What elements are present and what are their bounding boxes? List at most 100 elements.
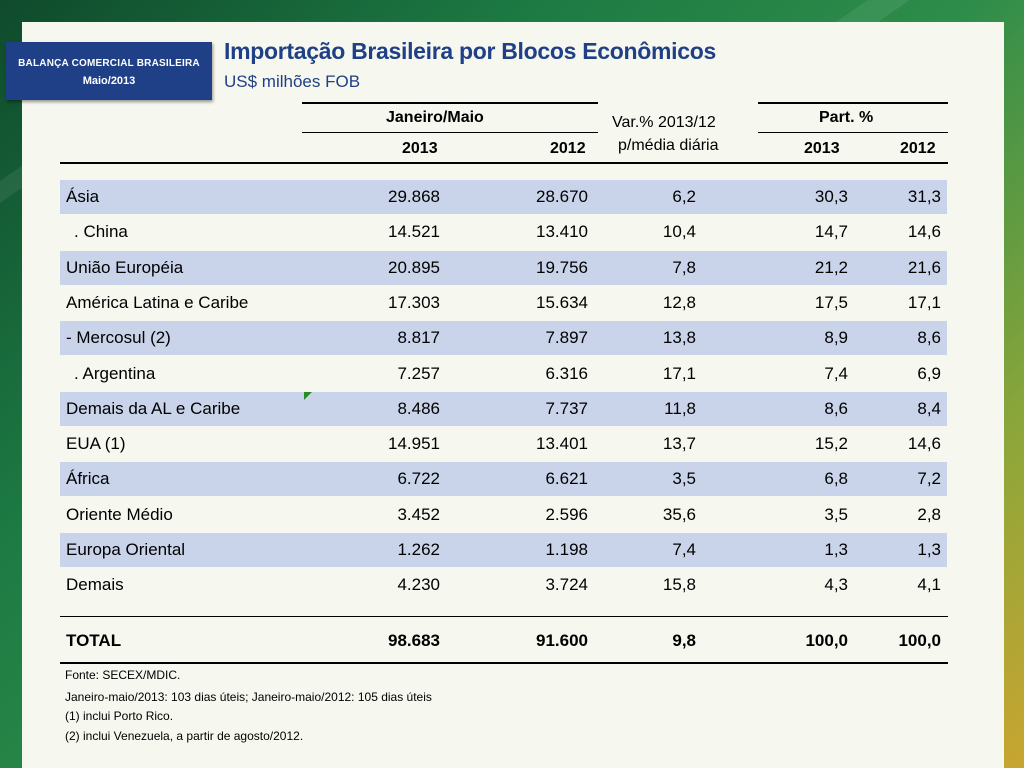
table-row: . China 14.521 13.410 10,4 14,7 14,6 bbox=[60, 215, 947, 249]
row-value-2013: 6.722 bbox=[397, 469, 440, 488]
badge-title: BALANÇA COMERCIAL BRASILEIRA bbox=[18, 58, 200, 69]
row-value-2012: 13.410 bbox=[536, 222, 588, 241]
row-part-2013: 30,3 bbox=[814, 187, 848, 206]
row-var: 3,5 bbox=[672, 469, 696, 488]
header-part-2013: 2013 bbox=[804, 140, 840, 157]
row-part-2013: 4,3 bbox=[824, 575, 848, 594]
row-value-2012: 3.724 bbox=[545, 575, 588, 594]
row-value-2013: 3.452 bbox=[397, 505, 440, 524]
row-label: Demais bbox=[66, 575, 124, 594]
row-value-2013: 17.303 bbox=[388, 293, 440, 312]
row-part-2012: 6,9 bbox=[917, 364, 941, 383]
row-value-2012: 7.737 bbox=[545, 399, 588, 418]
row-value-2012: 28.670 bbox=[536, 187, 588, 206]
page-subtitle: US$ milhões FOB bbox=[224, 72, 361, 91]
header-rule bbox=[758, 102, 948, 104]
row-label: África bbox=[66, 469, 110, 488]
marker-icon bbox=[304, 392, 312, 400]
row-label: . Argentina bbox=[74, 364, 156, 383]
row-label: União Européia bbox=[66, 258, 184, 277]
row-var: 13,7 bbox=[662, 434, 696, 453]
page-title: Importação Brasileira por Blocos Econômi… bbox=[224, 38, 716, 64]
note-days: Janeiro-maio/2013: 103 dias úteis; Janei… bbox=[65, 690, 432, 704]
row-part-2013: 1,3 bbox=[824, 540, 848, 559]
table-row: EUA (1) 14.951 13.401 13,7 15,2 14,6 bbox=[60, 427, 947, 461]
row-label: Ásia bbox=[66, 187, 100, 206]
total-var: 9,8 bbox=[672, 631, 696, 650]
row-label: América Latina e Caribe bbox=[66, 293, 249, 312]
total-rule bbox=[60, 616, 948, 617]
row-part-2012: 1,3 bbox=[917, 540, 941, 559]
row-part-2012: 8,4 bbox=[917, 399, 941, 418]
row-value-2013: 8.486 bbox=[397, 399, 440, 418]
row-var: 17,1 bbox=[662, 364, 696, 383]
table-row: Europa Oriental 1.262 1.198 7,4 1,3 1,3 bbox=[60, 533, 947, 567]
row-value-2012: 13.401 bbox=[536, 434, 588, 453]
note-1: (1) inclui Porto Rico. bbox=[65, 709, 174, 723]
table-row: África 6.722 6.621 3,5 6,8 7,2 bbox=[60, 462, 947, 496]
row-part-2012: 7,2 bbox=[917, 469, 941, 488]
row-part-2012: 31,3 bbox=[907, 187, 941, 206]
row-value-2013: 14.951 bbox=[388, 434, 440, 453]
table-row: Ásia 29.868 28.670 6,2 30,3 31,3 bbox=[60, 180, 947, 214]
row-value-2013: 20.895 bbox=[388, 258, 440, 277]
row-part-2012: 14,6 bbox=[907, 434, 941, 453]
header-rule bbox=[302, 132, 598, 133]
row-var: 10,4 bbox=[662, 222, 696, 241]
total-2012: 91.600 bbox=[536, 631, 588, 650]
row-part-2013: 8,6 bbox=[824, 399, 848, 418]
total-label: TOTAL bbox=[66, 631, 122, 650]
row-value-2013: 8.817 bbox=[397, 328, 440, 347]
header-part: Part. % bbox=[819, 109, 874, 126]
row-label: . China bbox=[74, 222, 128, 241]
table-row: Demais da AL e Caribe 8.486 7.737 11,8 8,6 8,… bbox=[60, 392, 947, 426]
row-label: Europa Oriental bbox=[66, 540, 186, 559]
header-rule bbox=[758, 132, 948, 133]
header-var-line2: p/média diária bbox=[618, 137, 719, 154]
note-source: Fonte: SECEX/MDIC. bbox=[65, 668, 181, 682]
row-part-2013: 14,7 bbox=[814, 222, 848, 241]
note-2: (2) inclui Venezuela, a partir de agosto… bbox=[65, 729, 304, 743]
row-part-2013: 15,2 bbox=[814, 434, 848, 453]
table-row: União Européia 20.895 19.756 7,8 21,2 21,6 bbox=[60, 251, 947, 285]
row-value-2012: 6.316 bbox=[545, 364, 588, 383]
row-part-2013: 7,4 bbox=[824, 364, 848, 383]
row-value-2013: 1.262 bbox=[397, 540, 440, 559]
total-part-2012: 100,0 bbox=[898, 631, 941, 650]
row-value-2012: 19.756 bbox=[536, 258, 588, 277]
row-part-2012: 4,1 bbox=[917, 575, 941, 594]
total-part-2013: 100,0 bbox=[805, 631, 848, 650]
header-year-2013: 2013 bbox=[402, 140, 438, 157]
row-value-2012: 15.634 bbox=[536, 293, 588, 312]
row-label: EUA (1) bbox=[66, 434, 126, 453]
header-rule bbox=[60, 162, 948, 164]
row-var: 11,8 bbox=[664, 399, 696, 418]
row-value-2012: 7.897 bbox=[545, 328, 588, 347]
table-row: - Mercosul (2) 8.817 7.897 13,8 8,9 8,6 bbox=[60, 321, 947, 355]
row-value-2013: 4.230 bbox=[397, 575, 440, 594]
row-var: 7,8 bbox=[672, 258, 696, 277]
badge-date: Maio/2013 bbox=[82, 75, 136, 87]
row-value-2012: 1.198 bbox=[545, 540, 588, 559]
row-part-2012: 14,6 bbox=[907, 222, 941, 241]
row-var: 6,2 bbox=[672, 187, 696, 206]
row-part-2013: 8,9 bbox=[824, 328, 848, 347]
header-part-2012: 2012 bbox=[900, 140, 936, 157]
header-rule bbox=[302, 102, 598, 104]
row-part-2013: 6,8 bbox=[824, 469, 848, 488]
row-value-2012: 2.596 bbox=[545, 505, 588, 524]
row-part-2012: 8,6 bbox=[917, 328, 941, 347]
row-value-2013: 29.868 bbox=[388, 187, 440, 206]
table-row: Oriente Médio 3.452 2.596 35,6 3,5 2,8 bbox=[60, 498, 947, 532]
row-var: 13,8 bbox=[662, 328, 696, 347]
total-2013: 98.683 bbox=[388, 631, 440, 650]
row-part-2013: 3,5 bbox=[824, 505, 848, 524]
total-rule bbox=[60, 662, 948, 664]
row-value-2012: 6.621 bbox=[545, 469, 588, 488]
row-label: Oriente Médio bbox=[66, 505, 173, 524]
header-var-line1: Var.% 2013/12 bbox=[612, 114, 716, 131]
row-part-2012: 21,6 bbox=[907, 258, 941, 277]
row-part-2013: 17,5 bbox=[814, 293, 848, 312]
row-var: 15,8 bbox=[662, 575, 696, 594]
total-row: TOTAL 98.683 91.600 9,8 100,0 100,0 bbox=[60, 624, 947, 658]
